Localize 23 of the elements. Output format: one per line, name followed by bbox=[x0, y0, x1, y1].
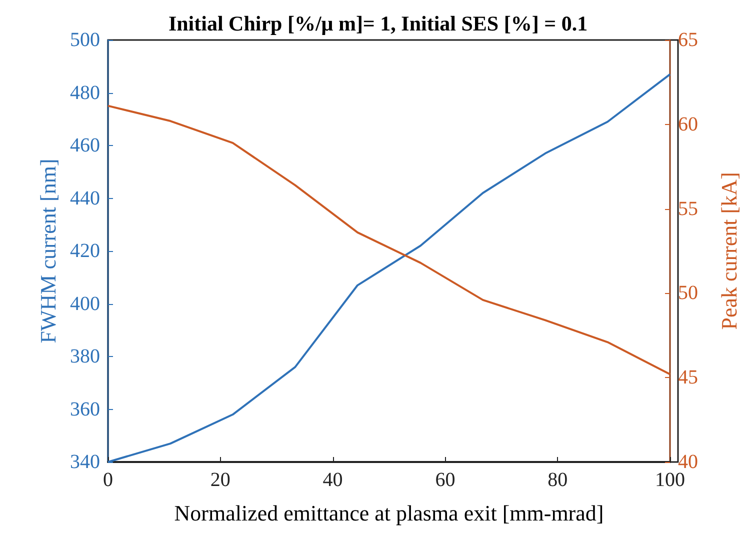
x-tick-label: 0 bbox=[103, 469, 113, 491]
y-tick-label: 480 bbox=[70, 82, 100, 104]
y-tick-label: 340 bbox=[70, 451, 100, 473]
y2-tick-label: 55 bbox=[678, 198, 698, 220]
chart-title: Initial Chirp [%/μ m]= 1, Initial SES [%] = 0.1 bbox=[168, 12, 588, 36]
x-tick-label: 80 bbox=[548, 469, 568, 491]
y2-tick-label: 65 bbox=[678, 29, 698, 51]
x-tick-label: 60 bbox=[435, 469, 456, 491]
line-series bbox=[107, 104, 671, 376]
y-tick-label: 500 bbox=[70, 29, 100, 51]
y-tick-label: 440 bbox=[70, 187, 100, 210]
y-axis-title: FWHM current [nm] bbox=[36, 158, 61, 344]
x-tick-label: 40 bbox=[322, 469, 343, 491]
y-tick-label: 380 bbox=[70, 346, 100, 368]
y-tick-label: 460 bbox=[70, 134, 100, 156]
y-tick-label: 360 bbox=[70, 398, 100, 420]
y2-tick-label: 60 bbox=[678, 113, 698, 136]
x-tick-label: 20 bbox=[210, 469, 230, 491]
x-axis-title: Normalized emittance at plasma exit [mm-mrad] bbox=[174, 500, 604, 526]
y2-axis-title: Peak current [kA] bbox=[716, 172, 742, 330]
y-tick-label: 420 bbox=[70, 240, 100, 262]
y2-tick-label: 50 bbox=[678, 282, 698, 304]
y-tick-label: 400 bbox=[70, 292, 100, 315]
